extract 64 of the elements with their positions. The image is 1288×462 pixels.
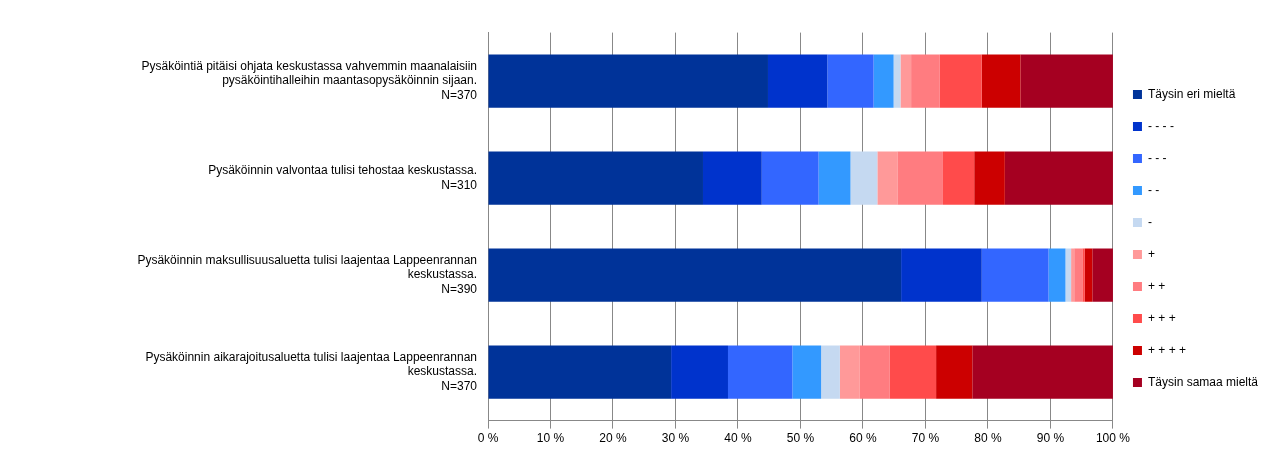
bar — [942, 151, 975, 205]
x-tick-label: 70 % — [911, 431, 940, 446]
x-tick-label: 30 % — [661, 431, 690, 446]
bar — [488, 345, 672, 399]
bar — [897, 151, 943, 205]
bar — [877, 151, 898, 205]
bar — [900, 54, 912, 108]
bar — [889, 345, 937, 399]
x-tick-label: 100 % — [1095, 431, 1131, 446]
bar — [939, 54, 982, 108]
bar — [1092, 248, 1113, 302]
bar — [1065, 248, 1072, 302]
bar — [972, 345, 1113, 399]
x-tick-label: 50 % — [786, 431, 815, 446]
legend-label: + + — [1147, 278, 1166, 293]
bar — [859, 345, 890, 399]
bar — [1004, 151, 1113, 205]
bar — [981, 248, 1049, 302]
x-tick-label: 90 % — [1036, 431, 1065, 446]
y-tick-label: Pysäköinnin maksullisuusaluetta tulisi laajentaa Lappeenrannan keskustassa. N=390 — [137, 253, 478, 296]
bar — [488, 151, 703, 205]
bar — [873, 54, 894, 108]
x-tick-label: 80 % — [974, 431, 1002, 446]
legend-label: Täysin samaa mieltä — [1147, 374, 1259, 389]
legend-label: Täysin eri mieltä — [1147, 86, 1236, 101]
legend-label: + + + — [1147, 310, 1176, 325]
bar — [1020, 54, 1113, 108]
y-tick-label: Pysäköintiä pitäisi ohjata keskustassa vahvemmin maanalaisiin pysäköintihalleihin maantasopysäköinnin sijaan. N=370 — [141, 59, 478, 102]
bar — [761, 151, 819, 205]
x-tick-label: 20 % — [599, 431, 627, 446]
x-tick-label: 0 % — [477, 431, 499, 446]
bar — [981, 54, 1021, 108]
legend-label: + + + + — [1147, 342, 1187, 357]
bar — [1084, 248, 1093, 302]
legend-label: - — [1147, 214, 1152, 229]
x-tick-label: 60 % — [849, 431, 877, 446]
bar — [727, 345, 793, 399]
bar — [1048, 248, 1066, 302]
bar — [671, 345, 728, 399]
bar — [839, 345, 860, 399]
bar — [821, 345, 840, 399]
y-tick-label: Pysäköinnin valvontaa tulisi tehostaa keskustassa. N=310 — [208, 163, 478, 192]
bar — [1082, 248, 1085, 302]
y-tick-label: Pysäköinnin aikarajoitusaluetta tulisi laajentaa Lappeenrannan keskustassa. N=370 — [145, 350, 478, 393]
bar — [1074, 248, 1083, 302]
bar — [911, 54, 940, 108]
bar — [974, 151, 1005, 205]
legend-label: + — [1147, 246, 1155, 261]
legend-label: - - — [1147, 182, 1160, 197]
bar — [488, 248, 902, 302]
bar — [767, 54, 828, 108]
bar — [818, 151, 851, 205]
bar — [827, 54, 874, 108]
bar — [792, 345, 822, 399]
bar — [488, 54, 768, 108]
legend-label: - - - — [1147, 150, 1167, 165]
bar — [850, 151, 878, 205]
x-tick-label: 40 % — [724, 431, 752, 446]
legend-label: - - - - — [1147, 118, 1174, 133]
bar — [1071, 248, 1075, 302]
bar — [901, 248, 982, 302]
x-tick-label: 10 % — [536, 431, 565, 446]
bar — [702, 151, 762, 205]
bar — [936, 345, 973, 399]
